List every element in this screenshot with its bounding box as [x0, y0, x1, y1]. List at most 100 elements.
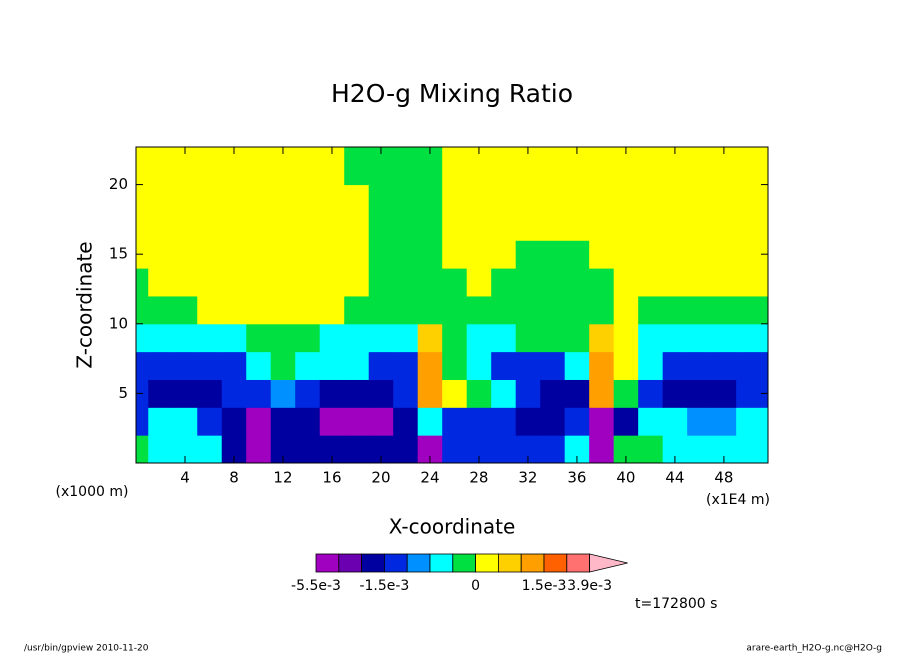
- contour-cell: [148, 435, 174, 464]
- contour-cell: [638, 295, 664, 325]
- contour-cell: [344, 435, 370, 464]
- contour-cell: [466, 351, 492, 380]
- contour-cell: [662, 351, 688, 380]
- contour-cell: [711, 407, 737, 436]
- contour-cell: [662, 323, 688, 353]
- contour-cell: [270, 212, 296, 241]
- contour-cell: [466, 323, 492, 353]
- contour-cell: [148, 295, 174, 325]
- contour-cell: [662, 184, 688, 213]
- contour-cell: [736, 351, 769, 380]
- contour-cell: [148, 407, 174, 436]
- contour-cell: [491, 184, 517, 213]
- contour-cell: [736, 147, 769, 186]
- contour-cell: [221, 184, 247, 213]
- contour-cell: [295, 295, 321, 325]
- contour-cell: [172, 295, 198, 325]
- contour-cell: [172, 407, 198, 436]
- contour-cell: [613, 379, 639, 408]
- contour-cell: [197, 147, 223, 186]
- contour-cell: [564, 212, 590, 241]
- contour-cell: [417, 184, 443, 213]
- colorbar-box: [429, 553, 454, 573]
- contour-cell: [638, 323, 664, 353]
- contour-cell: [344, 268, 370, 297]
- contour-cell: [687, 147, 713, 186]
- contour-cell: [687, 323, 713, 353]
- contour-cell: [246, 268, 272, 297]
- contour-cell: [197, 212, 223, 241]
- contour-cell: [491, 351, 517, 380]
- contour-cell: [687, 351, 713, 380]
- colorbar-box: [497, 553, 522, 573]
- contour-cell: [197, 379, 223, 408]
- contour-cell: [711, 240, 737, 269]
- contour-cell: [295, 240, 321, 269]
- contour-cell: [197, 295, 223, 325]
- contour-cell: [246, 240, 272, 269]
- contour-cell: [515, 407, 541, 436]
- contour-cell: [295, 435, 321, 464]
- contour-cell: [466, 212, 492, 241]
- contour-cell: [442, 240, 468, 269]
- contour-cell: [491, 240, 517, 269]
- contour-cell: [148, 184, 174, 213]
- contour-cell: [491, 323, 517, 353]
- footer-right: arare-earth_H2O-g.nc@H2O-g: [746, 644, 882, 654]
- colorbar-tick-label: 3.9e-3: [567, 578, 612, 594]
- contour-cell: [221, 323, 247, 353]
- contour-cell: [589, 184, 615, 213]
- contour-cell: [221, 240, 247, 269]
- contour-cell: [295, 147, 321, 186]
- y-axis-label: Z-coordinate: [73, 241, 97, 368]
- contour-cell: [393, 407, 419, 436]
- y-tick-label: 15: [109, 245, 128, 263]
- contour-cell: [442, 351, 468, 380]
- contour-cell: [295, 212, 321, 241]
- contour-cell: [172, 268, 198, 297]
- time-label: t=172800 s: [635, 596, 717, 612]
- contour-cell: [662, 295, 688, 325]
- contour-cell: [613, 351, 639, 380]
- contour-cell: [442, 323, 468, 353]
- contour-cell: [687, 407, 713, 436]
- colorbar-box: [520, 553, 545, 573]
- contour-cell: [638, 184, 664, 213]
- contour-cell: [368, 323, 394, 353]
- contour-cell: [491, 212, 517, 241]
- contour-cell: [197, 323, 223, 353]
- contour-cell: [736, 268, 769, 297]
- x-tick-label: 40: [616, 469, 635, 487]
- contour-cell: [540, 295, 566, 325]
- contour-cell: [711, 212, 737, 241]
- contour-cell: [736, 323, 769, 353]
- colorbar-tick-label: 0: [471, 578, 480, 594]
- chart-title: H2O-g Mixing Ratio: [331, 79, 573, 108]
- contour-cell: [295, 323, 321, 353]
- contour-cell: [711, 295, 737, 325]
- contour-cell: [515, 268, 541, 297]
- contour-cell: [613, 240, 639, 269]
- contour-cell: [564, 268, 590, 297]
- contour-cell: [662, 379, 688, 408]
- contour-cell: [687, 268, 713, 297]
- contour-cell: [393, 147, 419, 186]
- contour-cell: [368, 184, 394, 213]
- contour-cell: [491, 147, 517, 186]
- contour-cell: [417, 351, 443, 380]
- contour-cell: [270, 268, 296, 297]
- contour-cell: [221, 295, 247, 325]
- contour-cell: [638, 407, 664, 436]
- contour-cell: [711, 351, 737, 380]
- contour-cell: [613, 184, 639, 213]
- contour-cell: [540, 184, 566, 213]
- contour-cell: [344, 379, 370, 408]
- contour-cell: [246, 435, 272, 464]
- colorbar-box: [383, 553, 408, 573]
- contour-cell: [417, 323, 443, 353]
- contour-cell: [319, 184, 345, 213]
- contour-cell: [589, 240, 615, 269]
- x-tick-label: 28: [469, 469, 488, 487]
- colorbar-tick-label: -5.5e-3: [291, 578, 341, 594]
